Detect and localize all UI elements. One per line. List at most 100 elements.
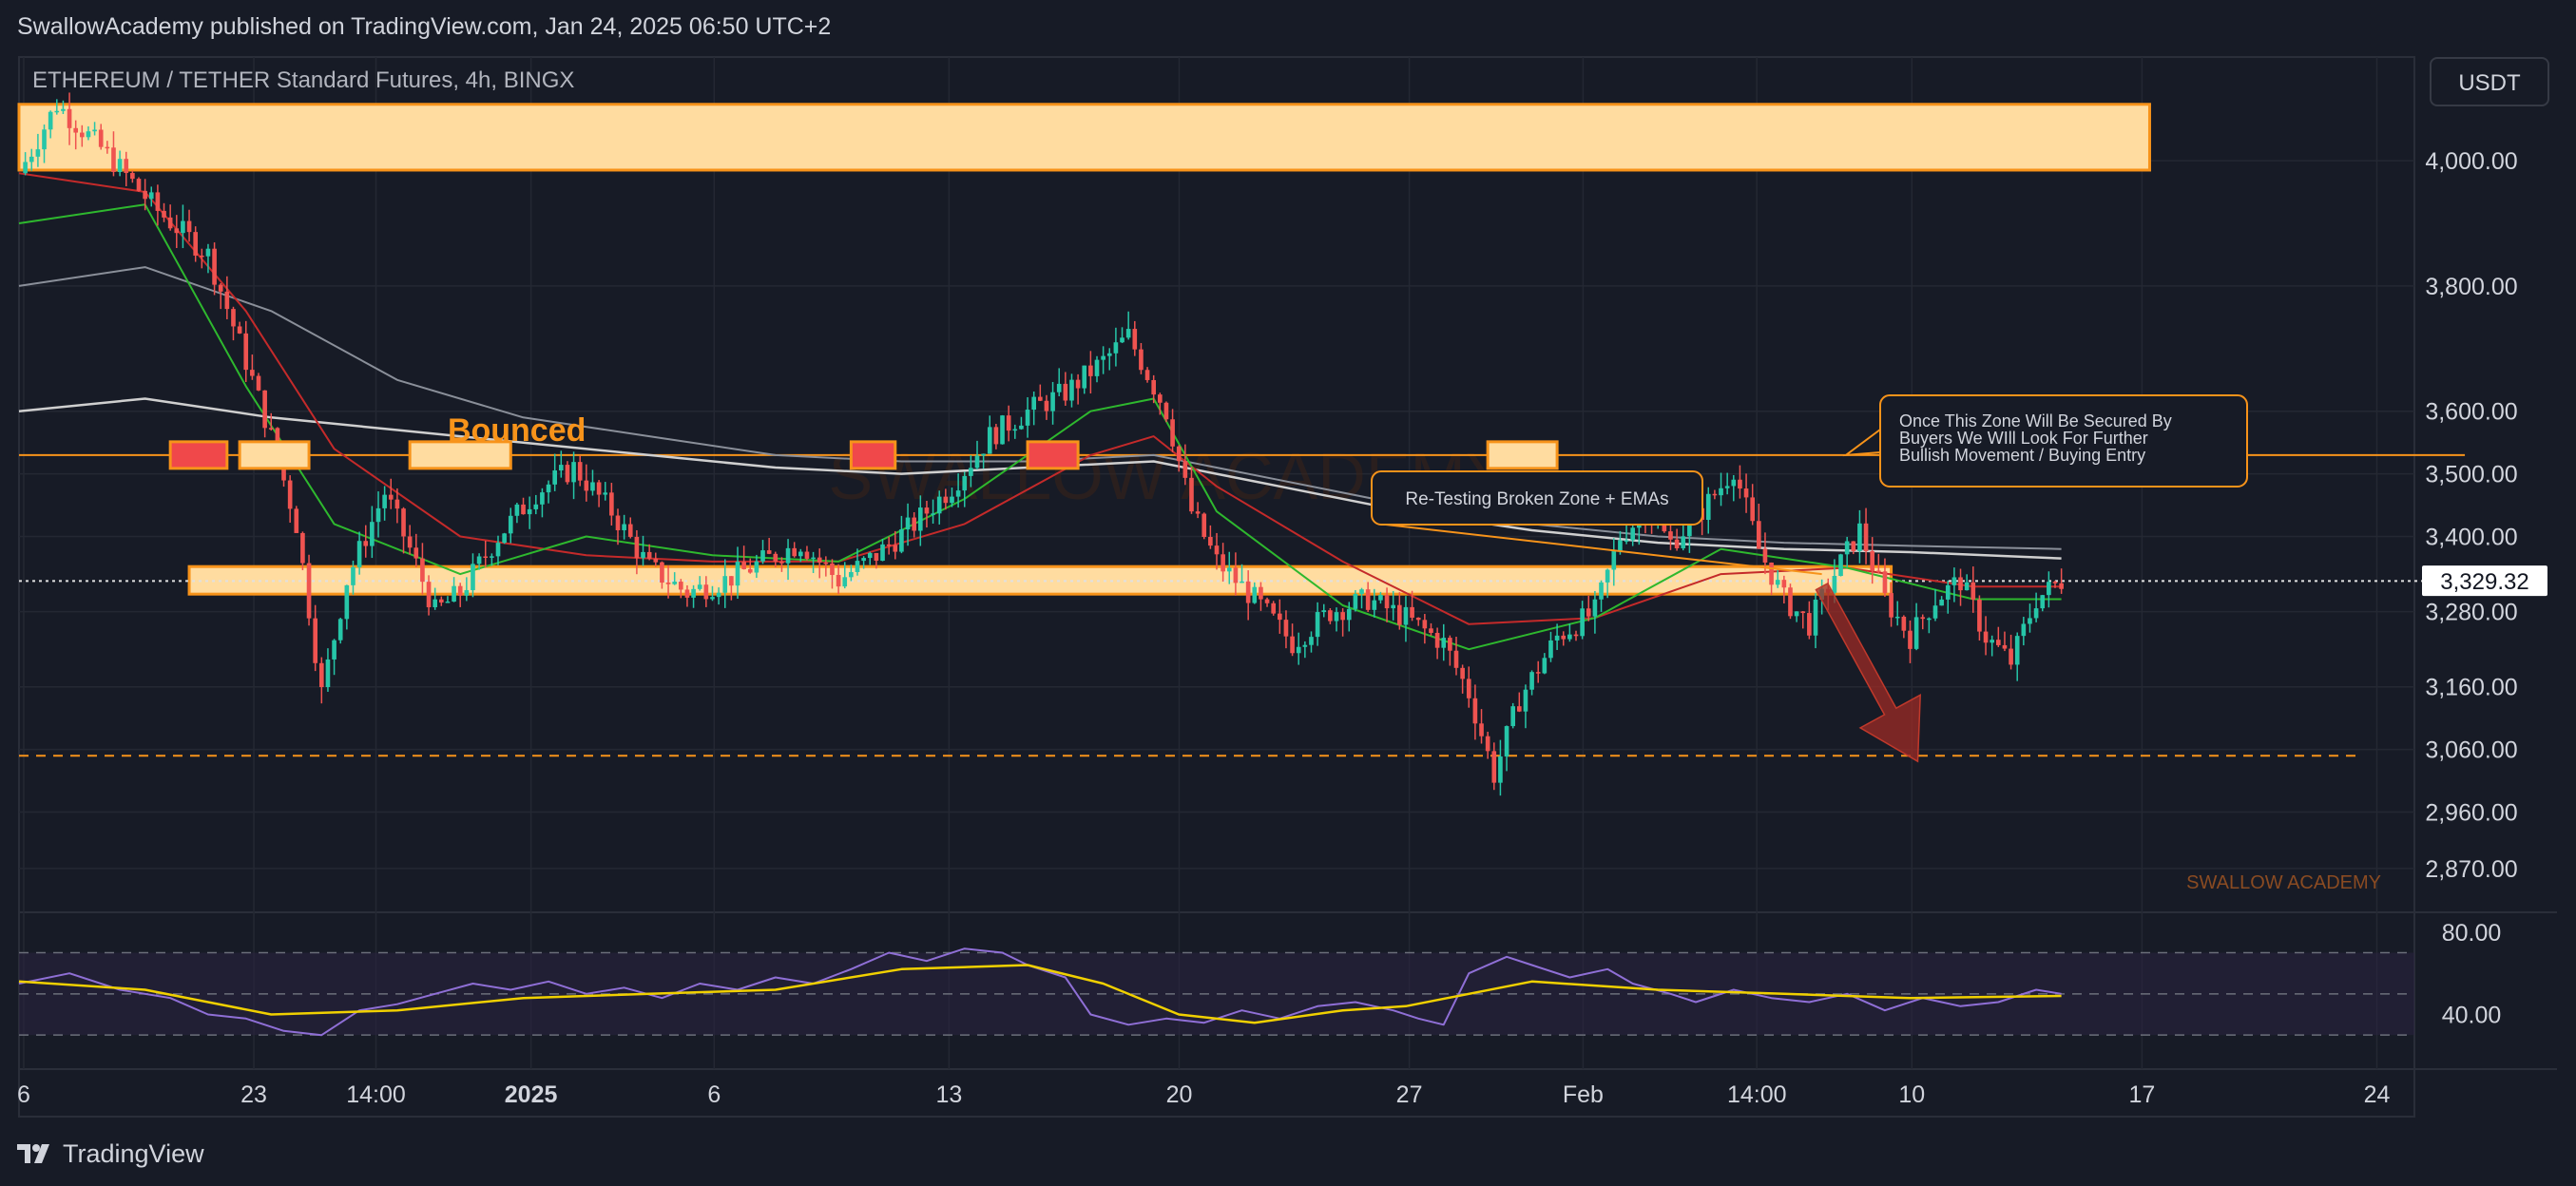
candle-body <box>1214 545 1220 555</box>
x-tick-label: 27 <box>1396 1081 1423 1108</box>
candle-body <box>1139 349 1144 371</box>
candle-body <box>1448 638 1452 651</box>
candle-body <box>1252 586 1258 603</box>
candle-body <box>452 585 456 603</box>
candle-body <box>218 284 223 292</box>
retest-callout-pointer <box>1385 524 1822 576</box>
x-tick-label: 2025 <box>505 1081 558 1108</box>
candle-body <box>306 563 312 619</box>
candle-body <box>262 390 267 429</box>
candle-body <box>1516 706 1522 712</box>
candle-body <box>1125 329 1131 338</box>
candle-body <box>1037 396 1043 401</box>
candle-body <box>1283 620 1289 637</box>
candle-body <box>98 129 104 147</box>
candle-body <box>199 255 204 258</box>
candle-body <box>1101 355 1105 360</box>
candle-body <box>105 146 110 149</box>
candle-body <box>1851 541 1856 551</box>
candle-body <box>167 217 173 229</box>
candle-body <box>1094 359 1100 376</box>
candle-body <box>212 248 217 285</box>
candle-body <box>741 562 746 569</box>
candle-body <box>1775 580 1780 585</box>
candle-body <box>313 618 318 663</box>
candle-body <box>1226 567 1232 572</box>
candle-body <box>1863 523 1869 552</box>
corner-watermark: SWALLOW ACADEMY <box>2186 872 2381 893</box>
candle-body <box>1844 541 1850 555</box>
candle-body <box>1340 612 1345 621</box>
candle-body <box>124 159 129 174</box>
publisher-line: SwallowAcademy published on TradingView.… <box>17 13 832 40</box>
candle-body <box>880 544 885 562</box>
candle-body <box>697 584 702 589</box>
candle-body <box>2052 582 2058 583</box>
candle-body <box>2047 582 2051 596</box>
candle-body <box>533 504 539 509</box>
candle-body <box>268 428 274 430</box>
candle-body <box>924 507 930 514</box>
candle-body <box>917 507 923 531</box>
supply-zone <box>17 103 2151 172</box>
candle-body <box>174 228 180 234</box>
candle-body <box>1932 605 1938 619</box>
candle-body <box>1762 548 1768 563</box>
candle-body <box>1050 392 1055 411</box>
candle-body <box>1195 511 1201 514</box>
candle-body <box>351 566 356 585</box>
candle-body <box>1056 383 1062 392</box>
tradingview-logo-icon <box>17 1144 49 1163</box>
candle-body <box>1750 497 1756 522</box>
candle-body <box>42 129 47 150</box>
candle-body <box>627 524 633 537</box>
candle-body <box>413 547 419 559</box>
candle-body <box>855 561 860 572</box>
candle-body <box>1391 604 1396 609</box>
candle-body <box>596 482 602 495</box>
candle-body <box>609 492 614 516</box>
candle-body <box>1832 576 1837 593</box>
candle-body <box>143 190 147 200</box>
candle-body <box>1044 400 1049 411</box>
candle-body <box>665 583 671 584</box>
candle-body <box>117 159 123 172</box>
candle-body <box>382 494 387 508</box>
candle-body <box>1889 593 1894 618</box>
candle-body <box>1738 479 1742 489</box>
candle-body <box>1599 582 1604 600</box>
candle-body <box>1106 353 1112 356</box>
candle-body <box>1586 608 1591 617</box>
x-tick-label: 20 <box>1166 1081 1193 1108</box>
candle-body <box>565 465 570 483</box>
candle-body <box>1120 337 1125 343</box>
candle-body <box>1561 635 1567 640</box>
candle-body <box>1894 616 1900 619</box>
candle-body <box>1132 329 1138 350</box>
secured-callout-line: Bullish Movement / Buying Entry <box>1899 446 2145 465</box>
candle-body <box>457 585 463 596</box>
candle-body <box>1807 613 1812 636</box>
candle-body <box>1012 429 1018 431</box>
candle-body <box>1554 635 1560 641</box>
candle-body <box>1901 616 1907 631</box>
candle-body <box>1939 599 1944 606</box>
candle-body <box>571 462 576 483</box>
candle-body <box>1687 518 1692 537</box>
candle-body <box>2009 648 2013 665</box>
candle-body <box>905 517 911 530</box>
candle-body <box>1240 581 1244 583</box>
tradingview-logo[interactable]: TradingView <box>17 1137 204 1171</box>
candle-body <box>1031 396 1037 411</box>
candle-body <box>363 541 369 546</box>
candle-body <box>1410 606 1414 618</box>
candle-body <box>375 507 381 523</box>
candle-body <box>1157 394 1163 403</box>
candle-body <box>1510 706 1516 727</box>
candle-body <box>1743 488 1749 498</box>
candle-body <box>483 556 489 558</box>
y-tick-label: 3,600.00 <box>2425 399 2517 426</box>
tradingview-brand: TradingView <box>63 1138 204 1168</box>
currency-button[interactable]: USDT <box>2430 57 2549 106</box>
